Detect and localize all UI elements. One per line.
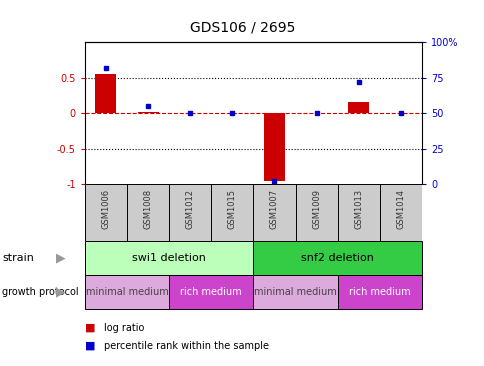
Bar <box>348 102 368 113</box>
Bar <box>337 275 421 309</box>
Text: rich medium: rich medium <box>180 287 242 297</box>
Bar <box>253 275 337 309</box>
Text: GSM1008: GSM1008 <box>143 189 152 229</box>
Text: GSM1013: GSM1013 <box>353 189 363 229</box>
Text: GSM1007: GSM1007 <box>270 189 278 229</box>
Text: ▶: ▶ <box>56 286 65 299</box>
Text: log ratio: log ratio <box>104 322 144 333</box>
Text: GSM1009: GSM1009 <box>312 189 320 229</box>
Text: minimal medium: minimal medium <box>86 287 168 297</box>
Text: growth protocol: growth protocol <box>2 287 79 297</box>
Text: minimal medium: minimal medium <box>254 287 336 297</box>
Bar <box>137 112 158 113</box>
Bar <box>253 241 421 275</box>
Text: GSM1006: GSM1006 <box>101 189 110 229</box>
Text: GDS106 / 2695: GDS106 / 2695 <box>189 20 295 34</box>
Text: strain: strain <box>2 253 34 263</box>
Bar <box>263 113 285 181</box>
Text: rich medium: rich medium <box>348 287 410 297</box>
Bar <box>95 74 116 113</box>
Text: snf2 deletion: snf2 deletion <box>301 253 373 263</box>
Bar <box>85 241 253 275</box>
Text: ■: ■ <box>85 341 95 351</box>
Text: swi1 deletion: swi1 deletion <box>132 253 206 263</box>
Text: ■: ■ <box>85 322 95 333</box>
Bar <box>85 275 169 309</box>
Text: GSM1012: GSM1012 <box>185 189 194 229</box>
Text: GSM1015: GSM1015 <box>227 189 236 229</box>
Text: percentile rank within the sample: percentile rank within the sample <box>104 341 269 351</box>
Text: GSM1014: GSM1014 <box>395 189 405 229</box>
Bar <box>169 275 253 309</box>
Text: ▶: ▶ <box>56 251 65 265</box>
